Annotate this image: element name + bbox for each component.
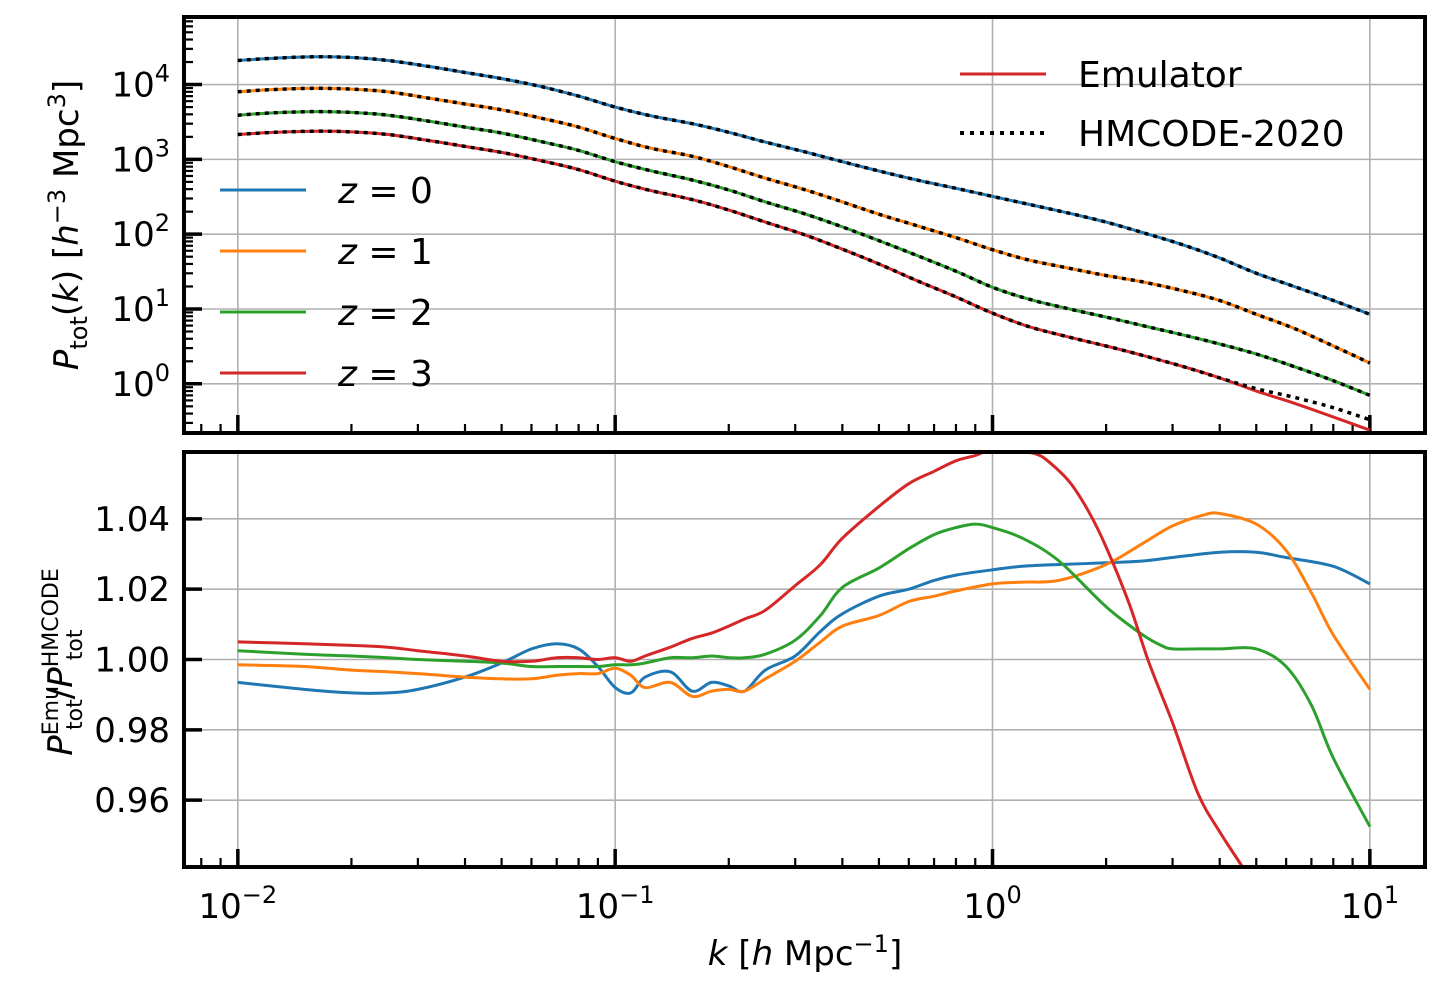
bottom-x-tick-label: 101 [1341,881,1400,927]
legend-z1-label: z = 1 [337,232,433,273]
hmcode-line-z3 [237,129,1371,422]
top-y-tick-label: 104 [111,60,170,106]
bottom-x-tick-labels: 10−2 10−1 100 101 [199,881,1400,927]
hmcode-line-z0 [237,55,1371,316]
bottom-x-tick-label: 10−1 [576,881,655,927]
legend-z0-label: z = 0 [337,171,433,212]
bottom-x-tick-label: 100 [963,881,1022,927]
bottom-y-tick-label: 0.96 [94,781,170,821]
top-series [237,55,1371,432]
bottom-y-tick-labels: 0.96 0.98 1.00 1.02 1.04 [94,500,170,821]
bottom-y-tick-label: 1.02 [94,570,170,610]
style-legend: Emulator HMCODE-2020 [960,55,1345,155]
ratio-line-z1 [237,511,1372,699]
hmcode-line-z1 [237,86,1371,365]
legend-z3-label: z = 3 [337,354,433,395]
bottom-y-tick-label: 1.04 [94,500,170,540]
bottom-series [237,452,1372,867]
top-y-axis-label: Ptot(k) [h−3 Mpc3] [43,80,93,370]
ratio-line-z2 [237,522,1372,828]
legend-z2-label: z = 2 [337,293,433,334]
bottom-frame [182,450,1427,869]
top-y-tick-label: 102 [111,209,170,255]
redshift-legend: z = 0 z = 1 z = 2 z = 3 [220,171,433,395]
bottom-panel: 0.96 0.98 1.00 1.02 1.04 10−2 10−1 100 101 PEmu… [39,450,1427,974]
hmcode-line-z2 [237,109,1371,398]
bottom-y-tick-label: 1.00 [94,641,170,681]
bottom-ticks [184,517,1372,867]
ratio-line-z3 [237,452,1244,867]
bottom-grid [184,452,1425,867]
bottom-y-tick-label: 0.98 [94,711,170,751]
bottom-x-tick-label: 10−2 [199,881,278,927]
x-axis-label: k [h Mpc−1] [708,930,902,974]
bottom-y-axis-label: PEmutot/PHMCODEtot [39,568,88,756]
top-y-tick-label: 100 [111,359,170,405]
top-y-tick-label: 101 [111,284,170,330]
legend-hmcode-label: HMCODE-2020 [1078,114,1345,155]
top-frame [182,15,1427,435]
top-y-tick-labels: 100 101 102 103 104 [111,60,170,405]
top-panel: 100 101 102 103 104 Ptot(k) [h−3 Mpc3] Emula… [43,15,1427,867]
top-y-tick-label: 103 [111,134,170,180]
legend-emulator-label: Emulator [1078,55,1242,96]
